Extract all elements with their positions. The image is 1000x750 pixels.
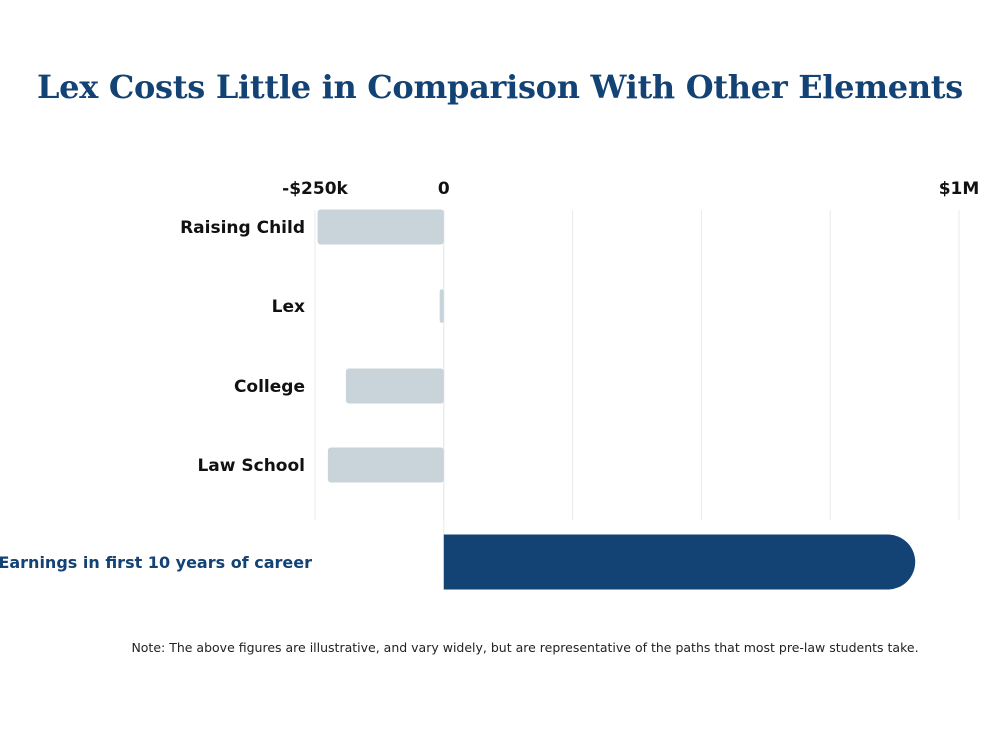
bar-cost bbox=[439, 289, 444, 323]
bars bbox=[317, 209, 916, 590]
chart-note: Note: The above figures are illustrative… bbox=[131, 640, 919, 655]
tick-label: -$250k bbox=[282, 179, 348, 199]
tick-label: 0 bbox=[438, 179, 450, 199]
category-label: Law School bbox=[197, 456, 305, 476]
bar-cost bbox=[317, 209, 444, 245]
category-label: Earnings in first 10 years of career bbox=[0, 553, 312, 572]
axis-ticks: -$250k 0 $1M bbox=[282, 179, 979, 199]
category-label: College bbox=[234, 377, 305, 397]
grid-lines bbox=[314, 210, 960, 590]
bar-cost bbox=[345, 368, 444, 404]
category-label: Raising Child bbox=[180, 218, 305, 238]
chart-title: Lex Costs Little in Comparison With Othe… bbox=[36, 68, 964, 106]
category-labels: Raising Child Lex College Law School Earning… bbox=[0, 218, 312, 572]
category-label: Lex bbox=[272, 297, 305, 317]
tick-label: $1M bbox=[939, 179, 980, 199]
bar-earnings bbox=[443, 534, 916, 590]
bar-cost bbox=[327, 447, 444, 483]
